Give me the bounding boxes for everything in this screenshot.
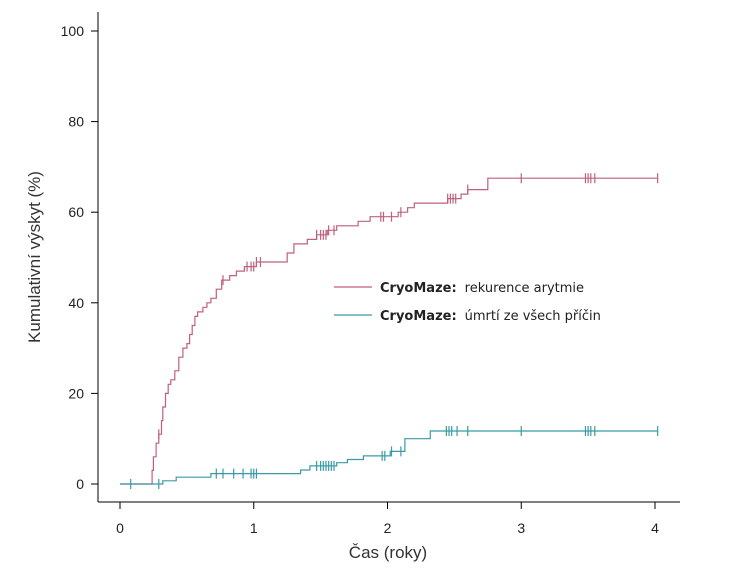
y-tick-label-1: 20 [68,385,84,401]
x-tick-label-4: 4 [651,520,659,536]
y-tick-label-2: 40 [68,295,84,311]
x-tick-label-3: 3 [517,520,525,536]
legend-rest-mortality: úmrtí ze všech příčin [465,309,601,324]
series-line-1 [120,430,658,485]
x-tick-label-1: 1 [250,520,258,536]
y-tick-label-3: 60 [68,204,84,220]
legend: CryoMaze: rekurence arytmie CryoMaze: úm… [334,279,601,324]
legend-rest-recurrence: rekurence arytmie [465,281,584,296]
series-lines [120,173,659,489]
x-tick-label-2: 2 [384,520,392,536]
legend-label-recurrence: CryoMaze: rekurence arytmie [380,279,584,296]
tick-marks [91,30,656,509]
y-tick-label-4: 80 [68,114,84,130]
legend-bold-mortality: CryoMaze: [380,309,457,324]
legend-bold-recurrence: CryoMaze: [380,281,457,296]
legend-label-mortality: CryoMaze: úmrtí ze všech příčin [380,307,601,324]
axes [97,12,680,503]
x-tick-label-0: 0 [116,520,124,536]
series-line-0 [120,177,658,485]
x-axis-title: Čas (roky) [349,543,427,562]
y-axis-title: Kumulativní výskyt (%) [25,171,44,343]
y-tick-label-0: 0 [76,476,84,492]
y-tick-label-5: 100 [61,23,85,39]
